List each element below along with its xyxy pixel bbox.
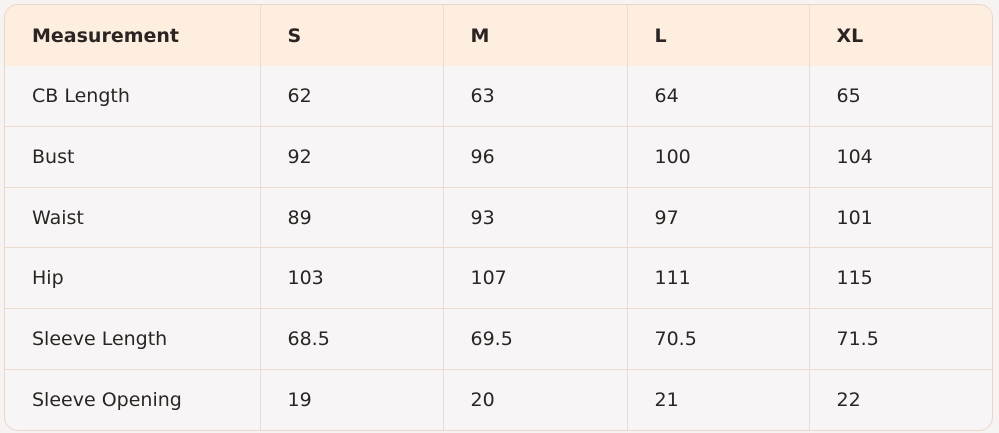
size-value: 70.5: [626, 308, 810, 371]
size-value: 63: [442, 66, 628, 127]
measurement-label: Sleeve Length: [5, 308, 261, 371]
table-row: Bust 92 96 100 104: [5, 125, 992, 188]
table-row: Sleeve Length 68.5 69.5 70.5 71.5: [5, 308, 992, 371]
size-value: 20: [442, 369, 628, 430]
table-row: Sleeve Opening 19 20 21 22: [5, 369, 992, 430]
header-m: M: [442, 5, 628, 66]
size-value: 96: [442, 125, 628, 188]
header-measurement: Measurement: [5, 5, 261, 66]
header-row: Measurement S M L XL: [5, 5, 992, 66]
size-value: 89: [259, 186, 444, 249]
header-xl: XL: [808, 5, 992, 66]
size-value: 65: [808, 66, 992, 127]
table-row: CB Length 62 63 64 65: [5, 66, 992, 127]
size-value: 111: [626, 247, 810, 310]
measurement-label: CB Length: [5, 66, 261, 127]
size-value: 103: [259, 247, 444, 310]
size-value: 101: [808, 186, 992, 249]
table-row: Hip 103 107 111 115: [5, 247, 992, 310]
size-value: 93: [442, 186, 628, 249]
size-value: 19: [259, 369, 444, 430]
size-value: 107: [442, 247, 628, 310]
size-table: Measurement S M L XL CB Length 62 63 64 65 Bu…: [5, 5, 992, 430]
header-l: L: [626, 5, 810, 66]
size-value: 97: [626, 186, 810, 249]
size-value: 115: [808, 247, 992, 310]
measurement-label: Waist: [5, 186, 261, 249]
size-value: 22: [808, 369, 992, 430]
size-chart: Measurement S M L XL CB Length 62 63 64 65 Bu…: [4, 4, 993, 431]
size-value: 68.5: [259, 308, 444, 371]
table-row: Waist 89 93 97 101: [5, 186, 992, 249]
size-value: 64: [626, 66, 810, 127]
size-value: 62: [259, 66, 444, 127]
size-value: 21: [626, 369, 810, 430]
header-s: S: [259, 5, 444, 66]
size-value: 71.5: [808, 308, 992, 371]
measurement-label: Sleeve Opening: [5, 369, 261, 430]
size-value: 100: [626, 125, 810, 188]
size-value: 92: [259, 125, 444, 188]
measurement-label: Hip: [5, 247, 261, 310]
size-value: 104: [808, 125, 992, 188]
size-value: 69.5: [442, 308, 628, 371]
measurement-label: Bust: [5, 125, 261, 188]
